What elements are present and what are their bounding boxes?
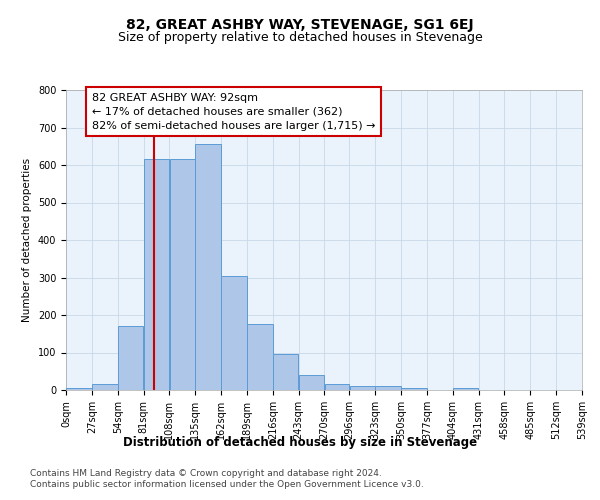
Bar [299, 375, 325, 390]
Bar [118, 326, 143, 390]
Bar [376, 386, 401, 390]
Bar [66, 388, 92, 390]
Text: Distribution of detached houses by size in Stevenage: Distribution of detached houses by size … [123, 436, 477, 449]
Text: 82, GREAT ASHBY WAY, STEVENAGE, SG1 6EJ: 82, GREAT ASHBY WAY, STEVENAGE, SG1 6EJ [126, 18, 474, 32]
Bar [453, 388, 478, 390]
Bar [221, 276, 247, 390]
Bar [401, 388, 427, 390]
Bar [143, 160, 169, 390]
Bar [273, 354, 298, 390]
Bar [247, 324, 272, 390]
Bar [170, 160, 195, 390]
Bar [350, 386, 375, 390]
Bar [92, 384, 118, 390]
Text: Contains public sector information licensed under the Open Government Licence v3: Contains public sector information licen… [30, 480, 424, 489]
Text: Contains HM Land Registry data © Crown copyright and database right 2024.: Contains HM Land Registry data © Crown c… [30, 468, 382, 477]
Text: Size of property relative to detached houses in Stevenage: Size of property relative to detached ho… [118, 31, 482, 44]
Bar [325, 384, 349, 390]
Y-axis label: Number of detached properties: Number of detached properties [22, 158, 32, 322]
Text: 82 GREAT ASHBY WAY: 92sqm
← 17% of detached houses are smaller (362)
82% of semi: 82 GREAT ASHBY WAY: 92sqm ← 17% of detac… [92, 92, 376, 130]
Bar [196, 144, 221, 390]
